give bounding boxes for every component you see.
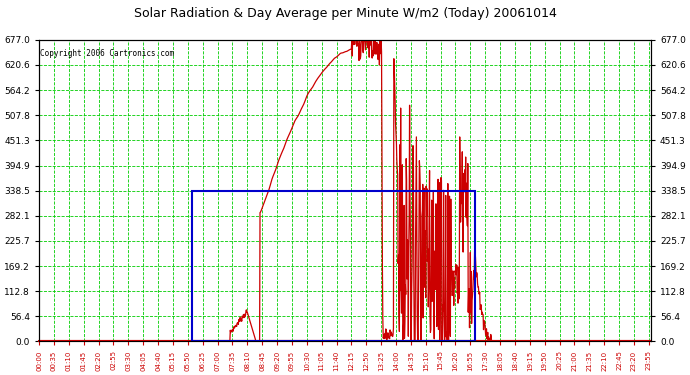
Text: Copyright 2006 Cartronics.com: Copyright 2006 Cartronics.com (40, 49, 175, 58)
Text: Solar Radiation & Day Average per Minute W/m2 (Today) 20061014: Solar Radiation & Day Average per Minute… (134, 8, 556, 21)
Bar (192, 190, 475, 341)
